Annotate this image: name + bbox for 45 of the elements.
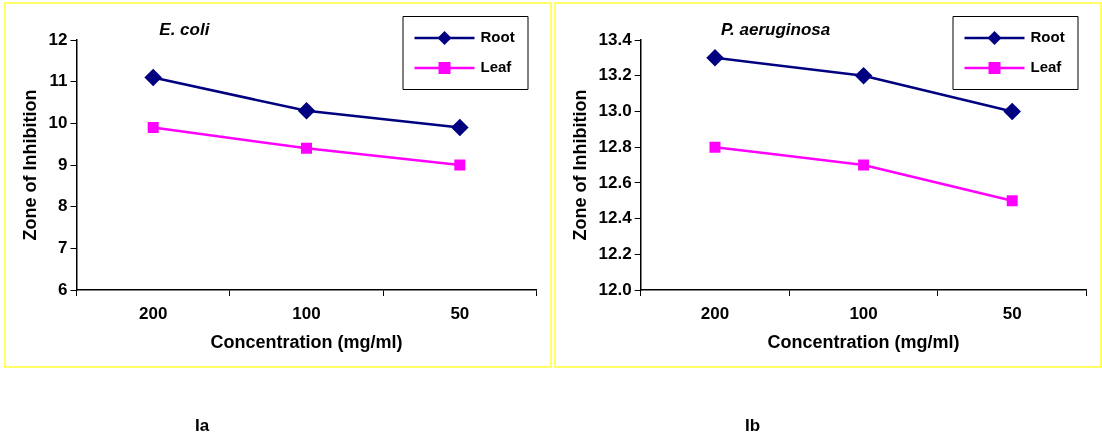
y-tick-label: 11 <box>49 71 68 91</box>
y-tick-label: 12.4 <box>598 208 633 228</box>
x-tick-label: 200 <box>700 303 730 323</box>
y-tick-label: 12.0 <box>598 279 632 299</box>
y-tick-label: 13.2 <box>598 65 632 85</box>
y-tick-label: 12 <box>48 29 68 49</box>
point <box>855 67 872 84</box>
chart-title: P. aeruginosa <box>720 19 831 39</box>
point <box>451 119 469 136</box>
point <box>298 102 315 120</box>
point <box>858 159 870 171</box>
text: Ia <box>195 416 210 436</box>
x-tick-label: 200 <box>138 303 168 323</box>
legend-label: Root <box>1030 28 1065 46</box>
point <box>144 69 162 86</box>
x-tick-label: 50 <box>1002 303 1022 323</box>
y-tick-label: 12.6 <box>598 172 632 192</box>
y-tick-label: 9 <box>58 154 68 174</box>
y-tick-label: 10 <box>48 113 68 133</box>
y-axis-title: Zone of Inhibition <box>19 89 40 241</box>
y-tick-label: 8 <box>58 196 68 216</box>
point <box>1003 103 1021 120</box>
point <box>1006 195 1018 207</box>
y-tick-label: 7 <box>58 238 68 258</box>
legend-label: Leaf <box>480 58 513 76</box>
text: Ib <box>745 416 761 436</box>
point <box>147 122 159 133</box>
x-axis-title: Concentration (mg/ml) <box>767 332 960 353</box>
x-tick-label: 100 <box>849 303 878 323</box>
y-tick-label: 13.0 <box>598 101 632 121</box>
x-axis-title: Concentration (mg/ml) <box>210 332 403 353</box>
y-tick-label: 12.2 <box>598 243 632 263</box>
point <box>706 49 724 67</box>
chart-title: E. coli <box>159 19 211 39</box>
legend-label: Root <box>480 28 515 46</box>
legend-label: Leaf <box>1030 58 1063 76</box>
point <box>454 159 466 171</box>
y-tick-label: 12.8 <box>598 136 632 156</box>
y-tick-label: 6 <box>58 279 68 299</box>
x-tick-label: 100 <box>292 303 321 323</box>
point <box>709 141 721 153</box>
x-tick-label: 50 <box>450 303 470 323</box>
y-axis-title: Zone of Inhibition <box>569 89 590 241</box>
y-tick-label: 13.4 <box>598 29 633 49</box>
point <box>301 142 312 154</box>
